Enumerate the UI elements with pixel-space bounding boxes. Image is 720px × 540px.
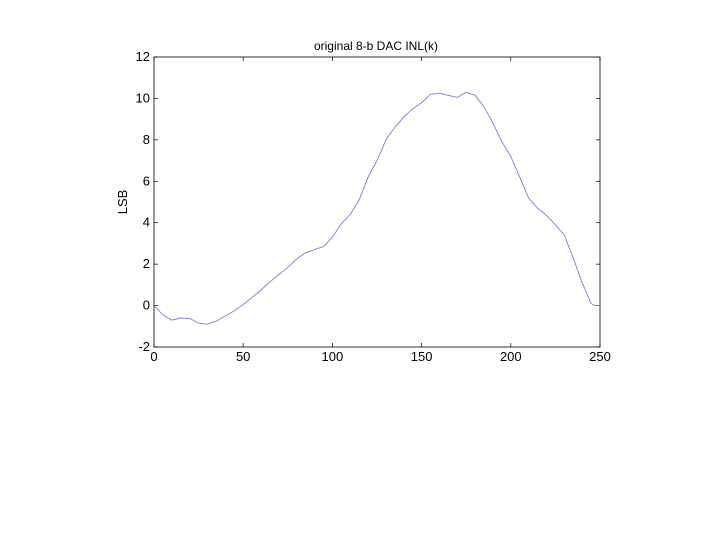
y-tick-label: -2 — [138, 339, 150, 354]
plot-area — [153, 56, 601, 348]
x-tick-label: 250 — [589, 349, 611, 364]
y-tick-label: 10 — [136, 90, 150, 105]
y-tick-label: 2 — [143, 256, 150, 271]
chart-title: original 8-b DAC INL(k) — [314, 39, 438, 53]
y-tick-label: 4 — [143, 215, 150, 230]
x-tick-label: 150 — [411, 349, 433, 364]
x-tick-label: 200 — [500, 349, 522, 364]
x-tick-label: 0 — [150, 349, 157, 364]
y-axis-label: LSB — [115, 190, 130, 215]
x-tick-label: 50 — [236, 349, 250, 364]
y-tick-label: 0 — [143, 298, 150, 313]
y-tick-label: 8 — [143, 132, 150, 147]
inl-series-line — [153, 91, 600, 325]
x-tick-label: 100 — [322, 349, 344, 364]
y-tick-label: 6 — [143, 173, 150, 188]
y-tick-label: 12 — [136, 49, 150, 64]
